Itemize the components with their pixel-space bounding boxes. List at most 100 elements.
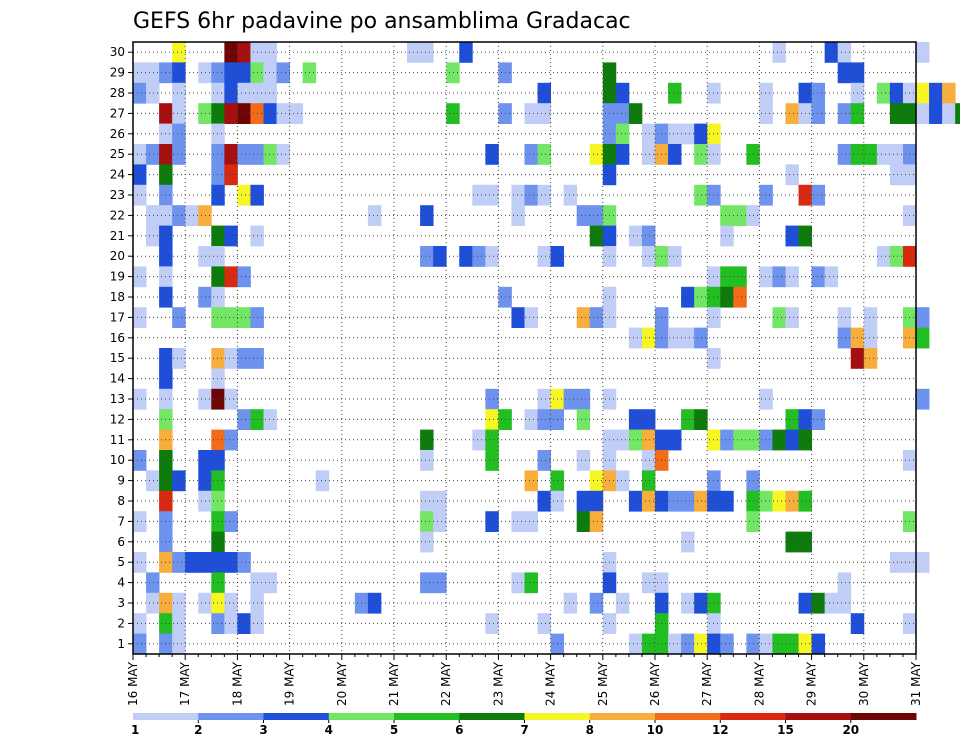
- y-tick-label: 30: [110, 45, 125, 59]
- colorbar-swatch: [720, 713, 786, 720]
- heatmap-cell: [511, 572, 525, 594]
- y-tick-label: 16: [110, 331, 125, 345]
- heatmap-cell: [198, 470, 212, 492]
- colorbar-swatch: [394, 713, 460, 720]
- heatmap-cell: [172, 62, 186, 84]
- x-axis: 16 MAY 17 MAY 18 MAY 19 MAY 20 MAY 21 MAY 22 M…: [126, 654, 923, 706]
- x-tick-label: 17 MAY: [178, 661, 192, 706]
- colorbar-label: 8: [586, 723, 594, 737]
- heatmap-cell: [133, 450, 147, 471]
- heatmap-cell: [563, 388, 578, 410]
- heatmap-cell: [537, 246, 551, 267]
- heatmap-cell: [641, 123, 656, 145]
- heatmap-cell: [811, 266, 826, 288]
- heatmap-cell: [211, 490, 225, 512]
- x-tick-label: 21 MAY: [387, 661, 401, 706]
- heatmap-cell: [211, 184, 225, 206]
- y-tick-label: 22: [110, 208, 125, 222]
- heatmap-cell: [641, 144, 656, 165]
- heatmap-cell: [211, 450, 225, 471]
- heatmap-cell: [133, 511, 147, 532]
- heatmap-cell: [785, 531, 799, 553]
- colorbar-label: 10: [647, 723, 664, 737]
- heatmap-cell: [420, 205, 434, 226]
- y-tick-label: 17: [110, 310, 125, 324]
- heatmap-cell: [485, 450, 499, 471]
- heatmap-cell: [668, 633, 682, 655]
- heatmap-cell: [133, 552, 147, 573]
- heatmap-cell: [916, 327, 930, 349]
- x-tick-label: 31 MAY: [909, 661, 923, 706]
- heatmap-cell: [615, 429, 630, 451]
- heatmap-cell: [772, 633, 786, 655]
- heatmap-cell: [146, 592, 160, 614]
- heatmap-cell: [524, 103, 538, 124]
- heatmap-cell: [420, 450, 434, 471]
- x-tick-label: 18 MAY: [230, 661, 244, 706]
- heatmap-cell: [198, 490, 212, 512]
- x-tick-label: 29 MAY: [805, 661, 819, 706]
- colorbar-label: 2: [194, 723, 202, 737]
- heatmap-cell: [694, 490, 708, 512]
- colorbar-swatch: [328, 713, 395, 720]
- heatmap-cell: [472, 184, 486, 206]
- heatmap-cell: [863, 327, 878, 349]
- heatmap-cell: [668, 144, 682, 165]
- heatmap-cell: [224, 164, 238, 186]
- heatmap-cell: [628, 633, 643, 655]
- y-tick-label: 11: [110, 433, 125, 447]
- heatmap-cell: [237, 184, 251, 206]
- heatmap-cells: [133, 42, 960, 655]
- heatmap-cell: [420, 246, 434, 267]
- chart-title: GEFS 6hr padavine po ansamblima Gradacac: [133, 9, 631, 34]
- heatmap-cell: [681, 633, 695, 655]
- x-tick-label: 26 MAY: [648, 661, 662, 706]
- heatmap-cell: [172, 470, 186, 492]
- heatmap-cell: [537, 103, 551, 124]
- x-tick-label: 23 MAY: [491, 661, 505, 706]
- heatmap-cell: [263, 62, 277, 84]
- heatmap-cell: [628, 409, 643, 430]
- heatmap-cell: [772, 429, 786, 451]
- y-tick-label: 21: [110, 229, 125, 243]
- heatmap-cell: [198, 388, 212, 410]
- y-tick-label: 27: [110, 106, 125, 120]
- heatmap-cell: [172, 552, 186, 573]
- heatmap-cell: [446, 103, 460, 124]
- heatmap-cell: [133, 62, 147, 84]
- heatmap-cell: [237, 552, 251, 573]
- heatmap-cell: [263, 82, 277, 104]
- heatmap-cell: [837, 62, 852, 84]
- heatmap-cell: [485, 511, 499, 532]
- heatmap-cell: [420, 429, 434, 451]
- colorbar-swatch: [459, 713, 525, 720]
- heatmap-cell: [759, 388, 773, 410]
- heatmap-cell: [811, 103, 826, 124]
- colorbar-label: 5: [390, 723, 398, 737]
- colorbar-label: 3: [259, 723, 267, 737]
- heatmap-cell: [576, 490, 591, 512]
- heatmap-cell: [759, 103, 773, 124]
- heatmap-cell: [615, 592, 630, 614]
- x-tick-label: 20 MAY: [335, 661, 349, 706]
- heatmap-cell: [628, 490, 643, 512]
- heatmap-cell: [211, 123, 225, 145]
- heatmap-cell: [785, 225, 799, 247]
- heatmap-cell: [615, 103, 630, 124]
- colorbar-swatch: [524, 713, 591, 720]
- heatmap-cell: [224, 388, 238, 410]
- heatmap-cell: [146, 205, 160, 226]
- heatmap-cell: [172, 123, 186, 145]
- heatmap-cell: [172, 103, 186, 124]
- y-tick-label: 25: [110, 147, 125, 161]
- heatmap-cell: [589, 511, 604, 532]
- y-tick-label: 4: [117, 576, 125, 590]
- y-tick-label: 10: [110, 453, 125, 467]
- heatmap-cell: [929, 82, 943, 104]
- heatmap-cell: [824, 266, 839, 288]
- heatmap-cell: [589, 307, 604, 328]
- heatmap-cell: [641, 246, 656, 267]
- heatmap-cell: [198, 246, 212, 267]
- heatmap-cell: [668, 490, 682, 512]
- heatmap-cell: [694, 123, 708, 145]
